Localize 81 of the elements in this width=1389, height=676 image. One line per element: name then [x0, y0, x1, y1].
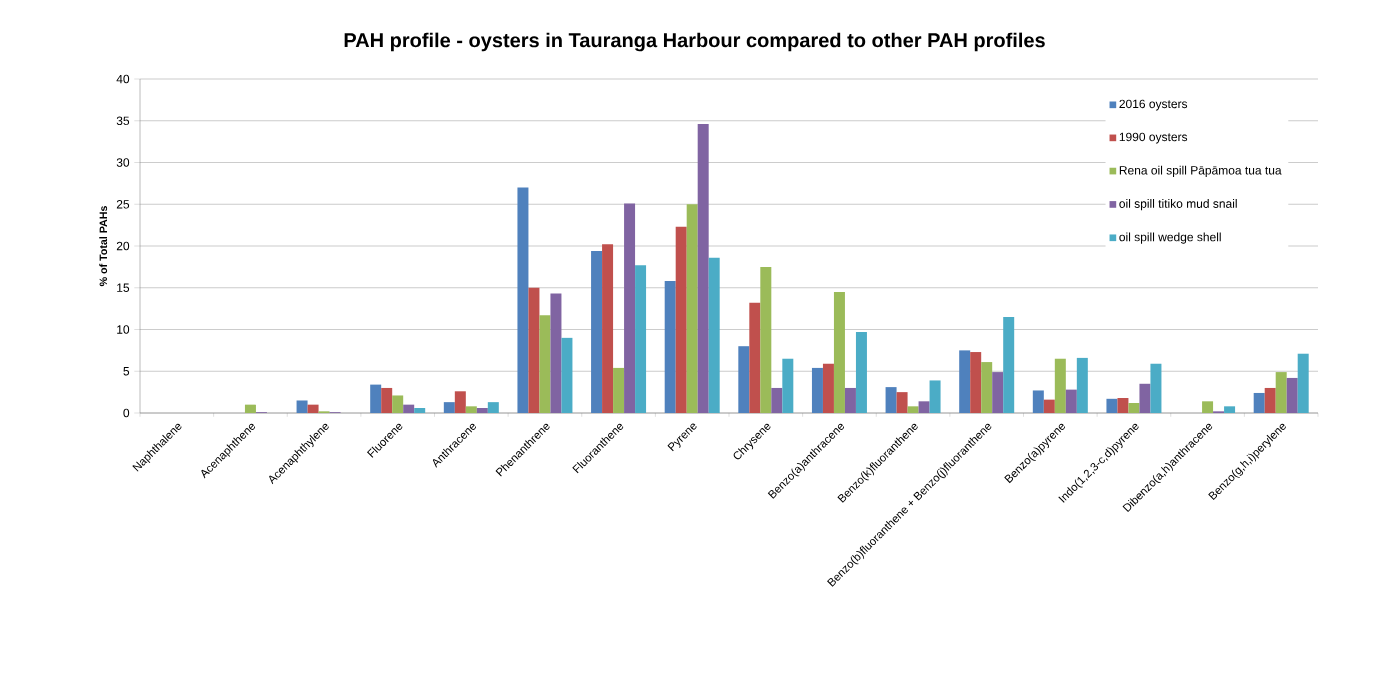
- legend-label: oil spill titiko mud snail: [1119, 199, 1237, 211]
- bar: [591, 251, 603, 413]
- bar: [465, 406, 477, 413]
- bar: [1076, 357, 1088, 413]
- bar: [403, 404, 415, 413]
- bar: [760, 266, 772, 413]
- bar: [833, 291, 845, 413]
- bar: [602, 244, 614, 413]
- bar: [624, 203, 636, 413]
- y-tick-label: 20: [116, 241, 130, 251]
- bar: [476, 407, 488, 413]
- bar: [1003, 316, 1015, 413]
- bar: [1297, 353, 1309, 413]
- bar: [885, 387, 897, 413]
- bar: [929, 380, 941, 413]
- bar: [1106, 398, 1118, 413]
- y-tick-label: 0: [123, 408, 130, 418]
- legend-label: 2016 oysters: [1119, 99, 1188, 111]
- y-tick-label: 25: [116, 200, 130, 209]
- bar: [1032, 390, 1044, 413]
- bar: [1275, 372, 1287, 413]
- bar: [550, 293, 562, 413]
- bar: [443, 402, 455, 413]
- bar: [1054, 358, 1066, 413]
- bar: [675, 226, 687, 413]
- bar: [454, 391, 466, 413]
- bar: [749, 302, 761, 413]
- bar: [664, 281, 676, 413]
- y-tick-label: 40: [116, 74, 130, 84]
- bar: [970, 352, 982, 413]
- bar: [613, 367, 625, 413]
- bar: [992, 372, 1004, 413]
- bar: [738, 346, 750, 413]
- bar: [392, 395, 404, 413]
- legend-label: oil spill wedge shell: [1119, 232, 1221, 244]
- bar: [907, 406, 919, 413]
- bar: [1264, 387, 1276, 413]
- y-tick-label: 30: [116, 158, 130, 167]
- bar: [296, 400, 308, 413]
- bar: [844, 387, 856, 413]
- bar: [1128, 402, 1140, 413]
- bar: [708, 257, 720, 413]
- bar: [307, 404, 319, 413]
- bar: [822, 363, 834, 413]
- bar: [1224, 406, 1236, 413]
- bar: [686, 204, 698, 413]
- bar: [528, 287, 540, 413]
- y-tick-label: 35: [116, 116, 130, 126]
- bar: [1139, 383, 1151, 413]
- bar: [381, 387, 393, 413]
- bar: [1043, 399, 1055, 413]
- bar: [539, 315, 551, 413]
- bar: [782, 358, 794, 413]
- bar: [1117, 397, 1129, 413]
- bar: [896, 392, 908, 413]
- bar: [370, 384, 382, 413]
- bar: [855, 332, 867, 413]
- bar: [561, 337, 573, 413]
- bar: [517, 187, 529, 413]
- bar: [918, 401, 930, 413]
- bar: [414, 407, 426, 413]
- bar: [981, 362, 993, 413]
- bar: [771, 387, 783, 413]
- bar: [1286, 377, 1298, 413]
- bar: [811, 367, 823, 413]
- legend-label: 1990 oysters: [1119, 132, 1188, 144]
- bar: [1150, 363, 1162, 413]
- bar: [1202, 401, 1214, 413]
- bar: [697, 124, 709, 413]
- y-tick-label: 5: [123, 367, 130, 376]
- legend-label: Rena oil spill Pāpāmoa tua tua: [1119, 165, 1282, 177]
- y-axis-title: % of Total PAHs: [99, 206, 108, 287]
- chart-title: PAH profile - oysters in Tauranga Harbour compared to other PAH profiles: [344, 32, 1045, 52]
- bar: [244, 404, 256, 413]
- bar: [959, 350, 971, 413]
- y-tick-label: 15: [117, 283, 130, 292]
- bar: [1065, 389, 1077, 413]
- bar: [1253, 392, 1265, 413]
- bar: [487, 402, 499, 413]
- bar: [635, 265, 647, 413]
- y-tick-label: 10: [117, 325, 130, 334]
